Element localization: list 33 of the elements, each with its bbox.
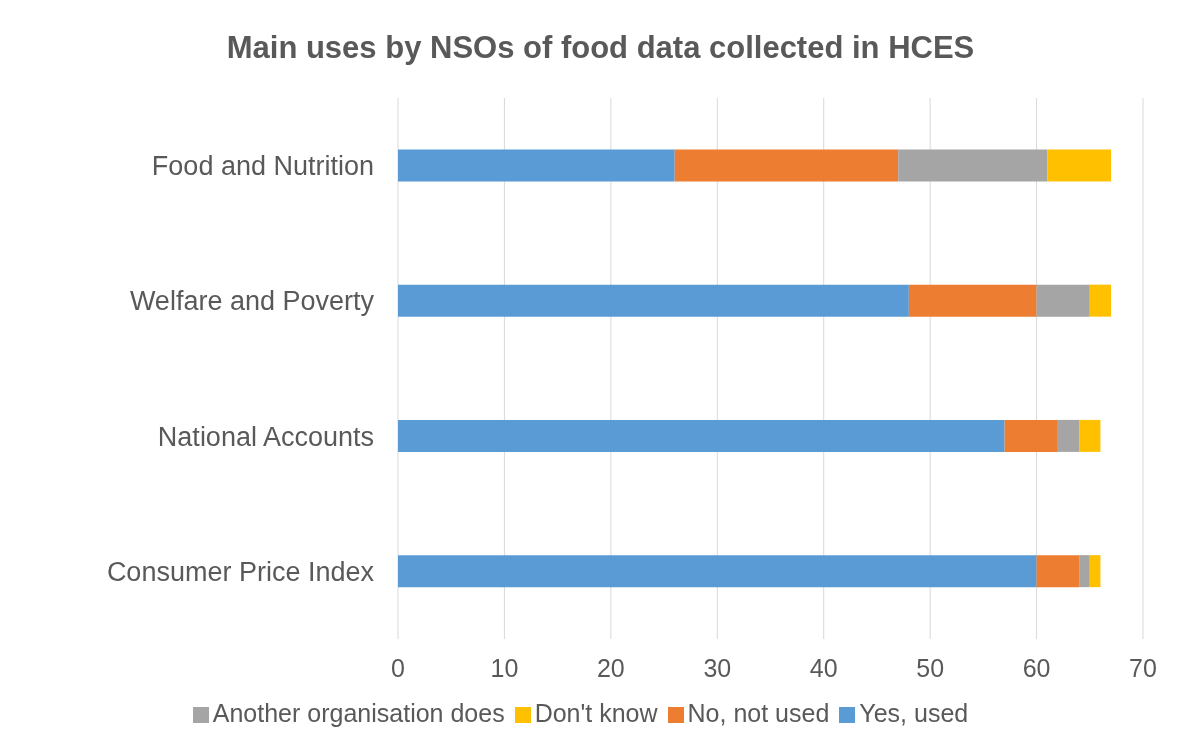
x-tick-label: 30: [703, 653, 732, 682]
bar: [1004, 419, 1058, 452]
bar: [1036, 284, 1090, 317]
legend-label: Don't know: [534, 699, 658, 727]
x-tick-label: 40: [809, 653, 838, 682]
bar: [1079, 555, 1090, 588]
bar: [1057, 419, 1080, 452]
bar: [1089, 555, 1101, 588]
y-tick-label: Consumer Price Index: [106, 556, 375, 587]
legend-label: Yes, used: [859, 699, 969, 727]
x-tick-label: 20: [596, 653, 625, 682]
legend-label: No, not used: [687, 699, 830, 727]
y-tick-label: Food and Nutrition: [151, 151, 374, 182]
x-tick-label: 70: [1129, 653, 1157, 682]
bar: [398, 149, 675, 182]
bar: [898, 149, 1048, 182]
x-tick-label: 50: [916, 653, 945, 682]
bar: [1079, 419, 1101, 452]
bar: [398, 555, 1037, 588]
bar: [908, 284, 1037, 317]
bar: [398, 419, 1005, 452]
chart-title: Main uses by NSOs of food data collected in HCES: [225, 29, 976, 67]
x-tick-label: 0: [391, 653, 405, 682]
x-tick-label: 60: [1022, 653, 1051, 682]
y-tick-label: Welfare and Poverty: [129, 286, 375, 317]
bar: [1089, 284, 1112, 317]
bar: [1036, 555, 1080, 588]
bar: [674, 149, 899, 182]
bar: [398, 284, 909, 317]
bar: [1047, 149, 1112, 182]
legend-label: Another organisation does: [212, 699, 505, 727]
y-tick-label: National Accounts: [157, 421, 374, 452]
x-tick-label: 10: [490, 653, 519, 682]
